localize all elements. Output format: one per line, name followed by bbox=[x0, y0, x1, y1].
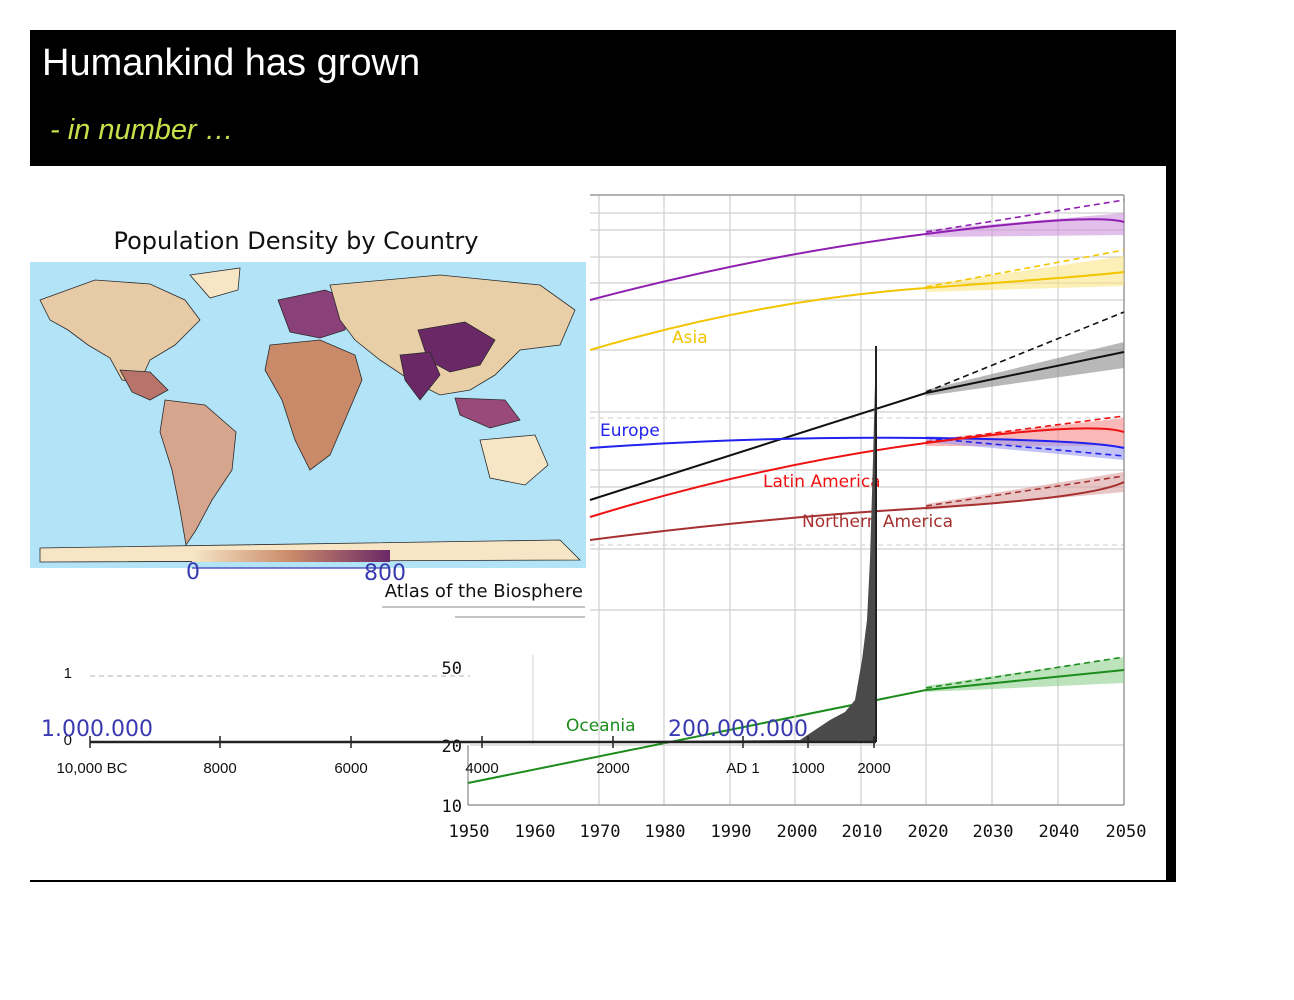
india-shape bbox=[399, 351, 441, 401]
north-america-shape bbox=[39, 279, 201, 383]
regional-x-tick-2010: 2010 bbox=[842, 822, 883, 842]
slide-bottom-border bbox=[30, 880, 1176, 882]
history-x-ticks: 10,000 BC 8000 6000 4000 2000 AD 1 1000 … bbox=[57, 760, 891, 777]
slide-right-border bbox=[1166, 165, 1176, 882]
northern-america-label: Northern America bbox=[802, 512, 953, 532]
regional-x-tick-2030: 2030 bbox=[973, 822, 1014, 842]
regional-x-tick-1990: 1990 bbox=[711, 822, 752, 842]
map-legend-max: 800 bbox=[364, 561, 406, 586]
oceania-label: Oceania bbox=[566, 716, 636, 736]
slide-subtitle: - in number … bbox=[50, 114, 234, 146]
history-vertical-grid bbox=[532, 655, 796, 745]
greenland-shape bbox=[189, 267, 241, 299]
slide-header: Humankind has grown - in number … bbox=[30, 30, 1176, 166]
map-footer: Atlas of the Biosphere bbox=[385, 581, 583, 602]
history-x-tick-4000: 4000 bbox=[465, 760, 498, 777]
south-america-shape bbox=[159, 399, 237, 547]
regional-dashed-grid bbox=[590, 417, 1124, 546]
africa-shape bbox=[264, 339, 363, 471]
history-x-tick-6000: 6000 bbox=[334, 760, 367, 777]
regional-x-tick-2000: 2000 bbox=[777, 822, 818, 842]
history-x-tick-2000bc: 2000 bbox=[596, 760, 629, 777]
regional-x-ticks: 1950 1960 1970 1980 1990 2000 2010 2020 … bbox=[449, 822, 1147, 842]
map-legend-gradient bbox=[192, 550, 390, 562]
regional-y-tick-1: 20 bbox=[442, 737, 462, 757]
europe-series-line bbox=[589, 436, 1125, 449]
history-population-chart: 1 0 10,000 BC 8000 6000 4000 2000 AD 1 1… bbox=[41, 346, 891, 777]
europe-shape bbox=[277, 289, 351, 339]
history-x-tick-2000ad: 2000 bbox=[857, 760, 890, 777]
regional-y-tick-0: 50 bbox=[442, 659, 462, 679]
slide-title: Humankind has grown bbox=[42, 42, 421, 84]
regional-x-tick-2040: 2040 bbox=[1039, 822, 1080, 842]
australia-shape bbox=[479, 434, 549, 486]
oceania-uncertainty-band bbox=[926, 657, 1124, 692]
latin-america-series-line bbox=[589, 427, 1125, 518]
asia-uncertainty-band bbox=[926, 256, 1124, 292]
regional-x-tick-1970: 1970 bbox=[580, 822, 621, 842]
history-annotation-mid: 200.000.000 bbox=[668, 717, 808, 742]
world-series-line bbox=[589, 218, 1125, 301]
regional-x-tick-1950: 1950 bbox=[449, 822, 490, 842]
history-x-tick-8000: 8000 bbox=[203, 760, 236, 777]
oceania-series-line bbox=[467, 669, 1125, 784]
asia-series-line bbox=[589, 271, 1125, 351]
europe-uncertainty-band bbox=[926, 436, 1124, 460]
history-x-tick-marks bbox=[89, 736, 875, 748]
asia-label: Asia bbox=[672, 328, 708, 348]
history-x-tick-1000: 1000 bbox=[791, 760, 824, 777]
regional-x-tick-2050: 2050 bbox=[1106, 822, 1147, 842]
history-y-tick-0: 0 bbox=[64, 732, 72, 749]
history-y-tick-1: 1 bbox=[64, 665, 72, 682]
map-legend-min: 0 bbox=[186, 560, 200, 585]
regional-x-tick-1960: 1960 bbox=[515, 822, 556, 842]
history-annotation-left: 1.000.000 bbox=[41, 717, 153, 742]
map-title: Population Density by Country bbox=[113, 227, 478, 255]
northern-america-series-line bbox=[589, 481, 1125, 541]
regional-x-tick-2020: 2020 bbox=[908, 822, 949, 842]
history-x-tick-10000bc: 10,000 BC bbox=[57, 760, 128, 777]
central-america-shape bbox=[119, 369, 169, 401]
regional-x-tick-1980: 1980 bbox=[645, 822, 686, 842]
southeast-asia-shape bbox=[454, 397, 521, 429]
regional-y-tick-2: 10 bbox=[442, 797, 462, 817]
europe-label: Europe bbox=[600, 421, 660, 441]
latin-america-label: Latin America bbox=[763, 472, 881, 492]
africa-series-line bbox=[589, 351, 1125, 501]
history-x-tick-ad1: AD 1 bbox=[726, 760, 759, 777]
population-density-map: Population Density by Country 0 bbox=[30, 195, 588, 625]
